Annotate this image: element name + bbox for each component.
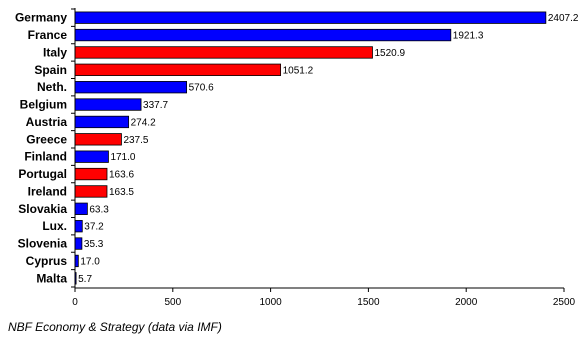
category-label: Belgium <box>20 98 67 112</box>
value-label: 1921.3 <box>453 31 484 42</box>
bar-slovakia <box>74 202 88 215</box>
bar-austria <box>74 115 130 129</box>
category-label: Spain <box>34 63 67 77</box>
value-label: 274.2 <box>131 117 156 128</box>
bar-france <box>74 28 452 42</box>
value-label: 1520.9 <box>374 48 405 59</box>
bar-germany <box>74 11 547 24</box>
value-label: 171.0 <box>110 152 135 163</box>
axes: 0 500 1000 1500 2000 2500 <box>71 8 576 308</box>
bar-finland <box>74 150 109 163</box>
value-label: 570.6 <box>189 83 214 94</box>
category-label: Cyprus <box>26 254 68 268</box>
x-tick-label: 0 <box>72 297 78 308</box>
category-label: Portugal <box>18 167 67 181</box>
category-label: Neth. <box>37 80 67 94</box>
value-label: 163.5 <box>109 187 134 198</box>
value-label: 5.7 <box>78 274 92 285</box>
category-label: Lux. <box>42 219 67 233</box>
category-label: Slovakia <box>18 202 67 216</box>
x-tick-label: 2500 <box>553 297 576 308</box>
value-label: 37.2 <box>84 222 104 233</box>
bar-neth <box>74 81 188 94</box>
bar-slovenia <box>74 237 83 250</box>
bar-belgium <box>74 98 142 111</box>
bar-lux <box>74 220 83 233</box>
value-label: 35.3 <box>84 239 104 250</box>
value-label: 2407.2 <box>548 13 579 24</box>
category-label: Slovenia <box>18 237 68 251</box>
category-label: Greece <box>26 132 67 146</box>
x-tick-label: 500 <box>164 297 181 308</box>
category-labels: Germany France Italy Spain Neth. Belgium Austr… <box>15 11 67 286</box>
category-label: Ireland <box>28 184 67 198</box>
category-label: Italy <box>43 45 67 59</box>
value-label: 163.6 <box>109 170 134 181</box>
bars-group <box>74 11 547 285</box>
bar-spain <box>74 63 282 76</box>
source-note: NBF Economy & Strategy (data via IMF) <box>8 320 222 334</box>
category-label: Malta <box>36 271 67 285</box>
x-tick-label: 1500 <box>357 297 380 308</box>
value-label: 63.3 <box>89 204 109 215</box>
bar-portugal <box>74 167 108 181</box>
bar-italy <box>74 46 373 59</box>
bar-ireland <box>74 185 108 198</box>
value-label: 1051.2 <box>283 65 314 76</box>
category-label: Austria <box>26 115 68 129</box>
x-tick-label: 1000 <box>259 297 282 308</box>
category-label: Finland <box>24 150 67 164</box>
category-label: France <box>28 28 68 42</box>
value-label: 237.5 <box>123 135 148 146</box>
value-label: 337.7 <box>143 100 168 111</box>
category-label: Germany <box>15 11 67 25</box>
bar-greece <box>74 133 122 146</box>
x-tick-label: 2000 <box>455 297 478 308</box>
value-label: 17.0 <box>80 256 100 267</box>
value-labels: 2407.2 1921.3 1520.9 1051.2 570.6 337.7 274.2 2… <box>78 13 579 285</box>
